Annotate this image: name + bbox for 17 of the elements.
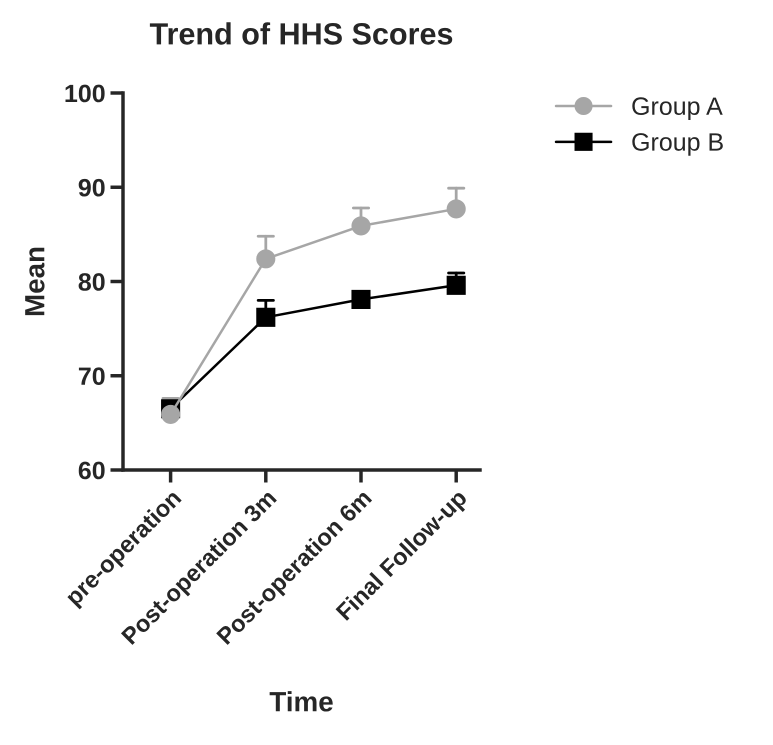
y-tick-label: 90 bbox=[78, 178, 105, 197]
legend-label: Group B bbox=[632, 133, 723, 156]
point bbox=[446, 276, 466, 295]
point bbox=[256, 249, 276, 268]
point bbox=[446, 199, 466, 218]
y-tick-label: 70 bbox=[78, 367, 105, 386]
x-axis-title: Time bbox=[270, 691, 333, 712]
y-tick-label: 80 bbox=[78, 273, 105, 291]
y-tick-label: 100 bbox=[66, 84, 105, 102]
y-axis-title: Mean bbox=[25, 248, 45, 316]
legend-label: Group A bbox=[632, 97, 723, 120]
point bbox=[256, 308, 276, 327]
point bbox=[161, 404, 180, 424]
point bbox=[351, 216, 371, 236]
y-tick-label: 60 bbox=[78, 462, 105, 480]
point bbox=[351, 290, 371, 309]
chart-title: Trend of HHS Scores bbox=[150, 22, 452, 45]
